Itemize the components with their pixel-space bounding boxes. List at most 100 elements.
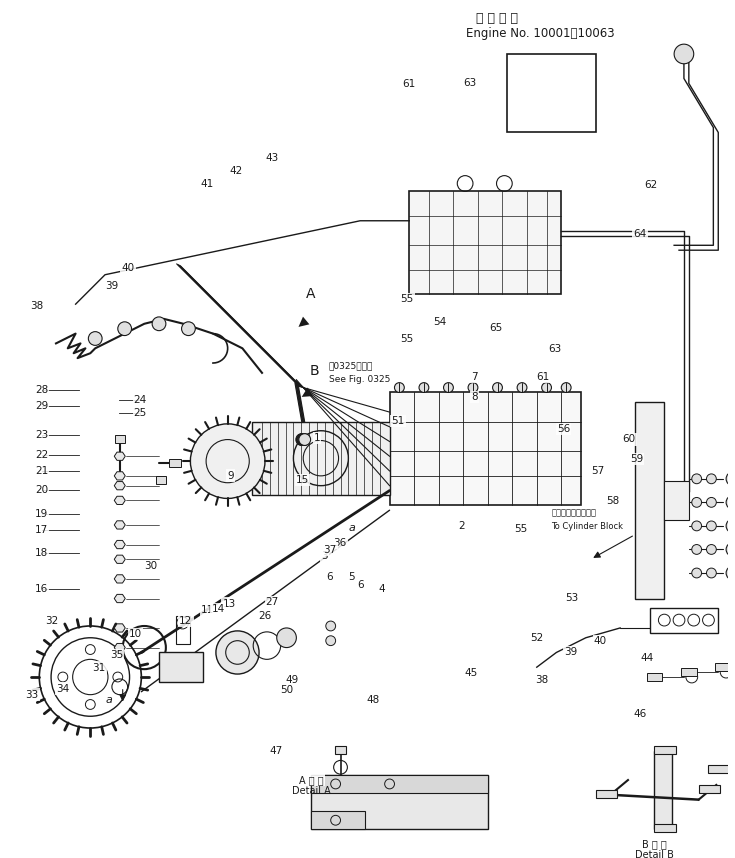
Text: 62: 62 [645,180,658,190]
Bar [390,392,581,505]
Text: 29: 29 [35,401,49,411]
Circle shape [706,545,717,554]
Bar [635,402,664,599]
Text: 22: 22 [35,450,49,460]
Bar [156,476,166,484]
Polygon shape [114,472,125,480]
Text: 6: 6 [357,580,364,590]
Text: 6: 6 [326,571,333,582]
Text: 19: 19 [35,509,49,518]
Text: 43: 43 [265,154,279,163]
Polygon shape [114,644,125,652]
Text: 58: 58 [606,496,620,506]
Bar [715,663,731,671]
Text: 46: 46 [634,709,647,719]
Text: 65: 65 [490,323,503,333]
Circle shape [542,383,551,392]
Bar [311,775,488,829]
Circle shape [298,433,310,445]
Circle shape [182,322,196,335]
Text: 64: 64 [634,229,647,239]
Bar [176,616,190,644]
Circle shape [443,383,453,392]
Text: 14: 14 [212,604,225,613]
Text: 17: 17 [35,525,49,535]
Text: 9: 9 [227,471,234,480]
Text: 40: 40 [121,263,135,273]
Text: 38: 38 [535,675,548,686]
Polygon shape [114,521,125,529]
Circle shape [152,317,166,330]
Text: 44: 44 [641,653,654,663]
Bar [647,673,662,681]
Text: 61: 61 [536,372,549,382]
Text: 25: 25 [134,408,147,418]
Text: 56: 56 [557,425,570,434]
Bar [311,812,365,829]
Text: 適 用 号 機: 適 用 号 機 [476,12,518,25]
Circle shape [692,545,702,554]
Circle shape [296,433,308,445]
Text: 5: 5 [348,571,355,582]
Bar [252,422,390,495]
Text: 63: 63 [548,344,562,354]
Polygon shape [114,595,125,602]
Text: 10: 10 [129,629,142,639]
Text: 35: 35 [110,650,123,660]
Circle shape [296,433,308,445]
Bar [595,790,617,798]
Text: A 詳 注: A 詳 注 [298,775,323,785]
Text: 18: 18 [35,548,49,558]
Circle shape [277,628,296,648]
Text: 16: 16 [35,584,49,595]
Circle shape [692,521,702,531]
Text: 36: 36 [334,538,347,548]
Text: 48: 48 [367,696,380,705]
Polygon shape [114,575,125,583]
Circle shape [326,621,336,631]
Circle shape [297,433,309,445]
Circle shape [88,332,102,346]
Text: 59: 59 [630,454,643,464]
Text: 63: 63 [463,77,476,88]
Text: 24: 24 [134,395,147,405]
Text: 30: 30 [145,561,158,571]
Text: Detail B: Detail B [635,849,674,858]
Polygon shape [114,481,125,490]
Bar [650,608,718,633]
Circle shape [517,383,527,392]
Bar [654,746,676,753]
Text: Detail A: Detail A [292,786,331,796]
Text: 49: 49 [285,675,298,686]
Text: To Cylinder Block: To Cylinder Block [551,522,623,531]
Polygon shape [114,452,125,461]
Text: 31: 31 [93,662,106,673]
Bar [699,785,720,793]
Polygon shape [114,541,125,548]
Circle shape [395,383,404,392]
Text: 12: 12 [179,616,193,626]
Bar [507,54,595,132]
Text: 4: 4 [379,584,385,595]
Text: 54: 54 [433,317,446,327]
Circle shape [216,631,259,674]
Text: 42: 42 [229,166,243,176]
Circle shape [299,433,311,445]
Polygon shape [114,624,125,632]
Circle shape [419,383,429,392]
Text: 39: 39 [564,648,578,657]
Circle shape [468,383,478,392]
Text: 37: 37 [323,545,337,555]
Text: 51: 51 [391,416,404,426]
Text: 26: 26 [259,611,272,621]
Text: 60: 60 [623,434,636,444]
Bar [311,775,488,793]
Bar [709,765,730,773]
Text: 39: 39 [105,281,118,291]
Text: 2: 2 [458,521,465,531]
Circle shape [706,498,717,507]
Bar [115,435,125,443]
Text: 38: 38 [31,300,44,311]
Text: 第0325図参照: 第0325図参照 [329,361,373,370]
Circle shape [706,474,717,484]
